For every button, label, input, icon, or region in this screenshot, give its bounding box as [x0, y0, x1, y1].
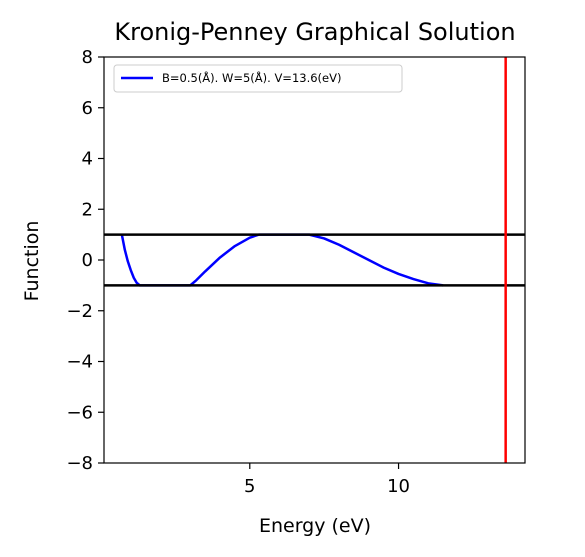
y-tick-label: 0 [82, 250, 93, 271]
y-tick-label: −2 [66, 301, 93, 322]
x-tick-label: 5 [244, 476, 255, 497]
axis-ticks: 5 10 −8 −6 −4 −2 0 2 4 6 8 [66, 47, 410, 497]
legend-box [113, 64, 403, 93]
y-axis-label: Function [21, 221, 43, 302]
series-line-0 [120, 233, 444, 287]
y-tick-label: −6 [66, 402, 93, 423]
y-tick-label: 8 [82, 47, 93, 68]
y-tick-label: −4 [66, 352, 93, 373]
legend: B=0.5(Å). W=5(Å). V=13.6(eV) [113, 64, 403, 93]
chart-title: Kronig-Penney Graphical Solution [114, 18, 515, 46]
y-tick-label: 6 [82, 98, 93, 119]
y-tick-label: −8 [66, 453, 93, 474]
legend-label: B=0.5(Å). W=5(Å). V=13.6(eV) [162, 70, 341, 85]
plot-frame [103, 56, 526, 464]
y-tick-label: 2 [82, 199, 93, 220]
x-axis-label: Energy (eV) [259, 515, 371, 537]
plot-area [103, 56, 526, 464]
x-tick-label: 10 [387, 476, 410, 497]
y-tick-label: 4 [82, 149, 93, 170]
